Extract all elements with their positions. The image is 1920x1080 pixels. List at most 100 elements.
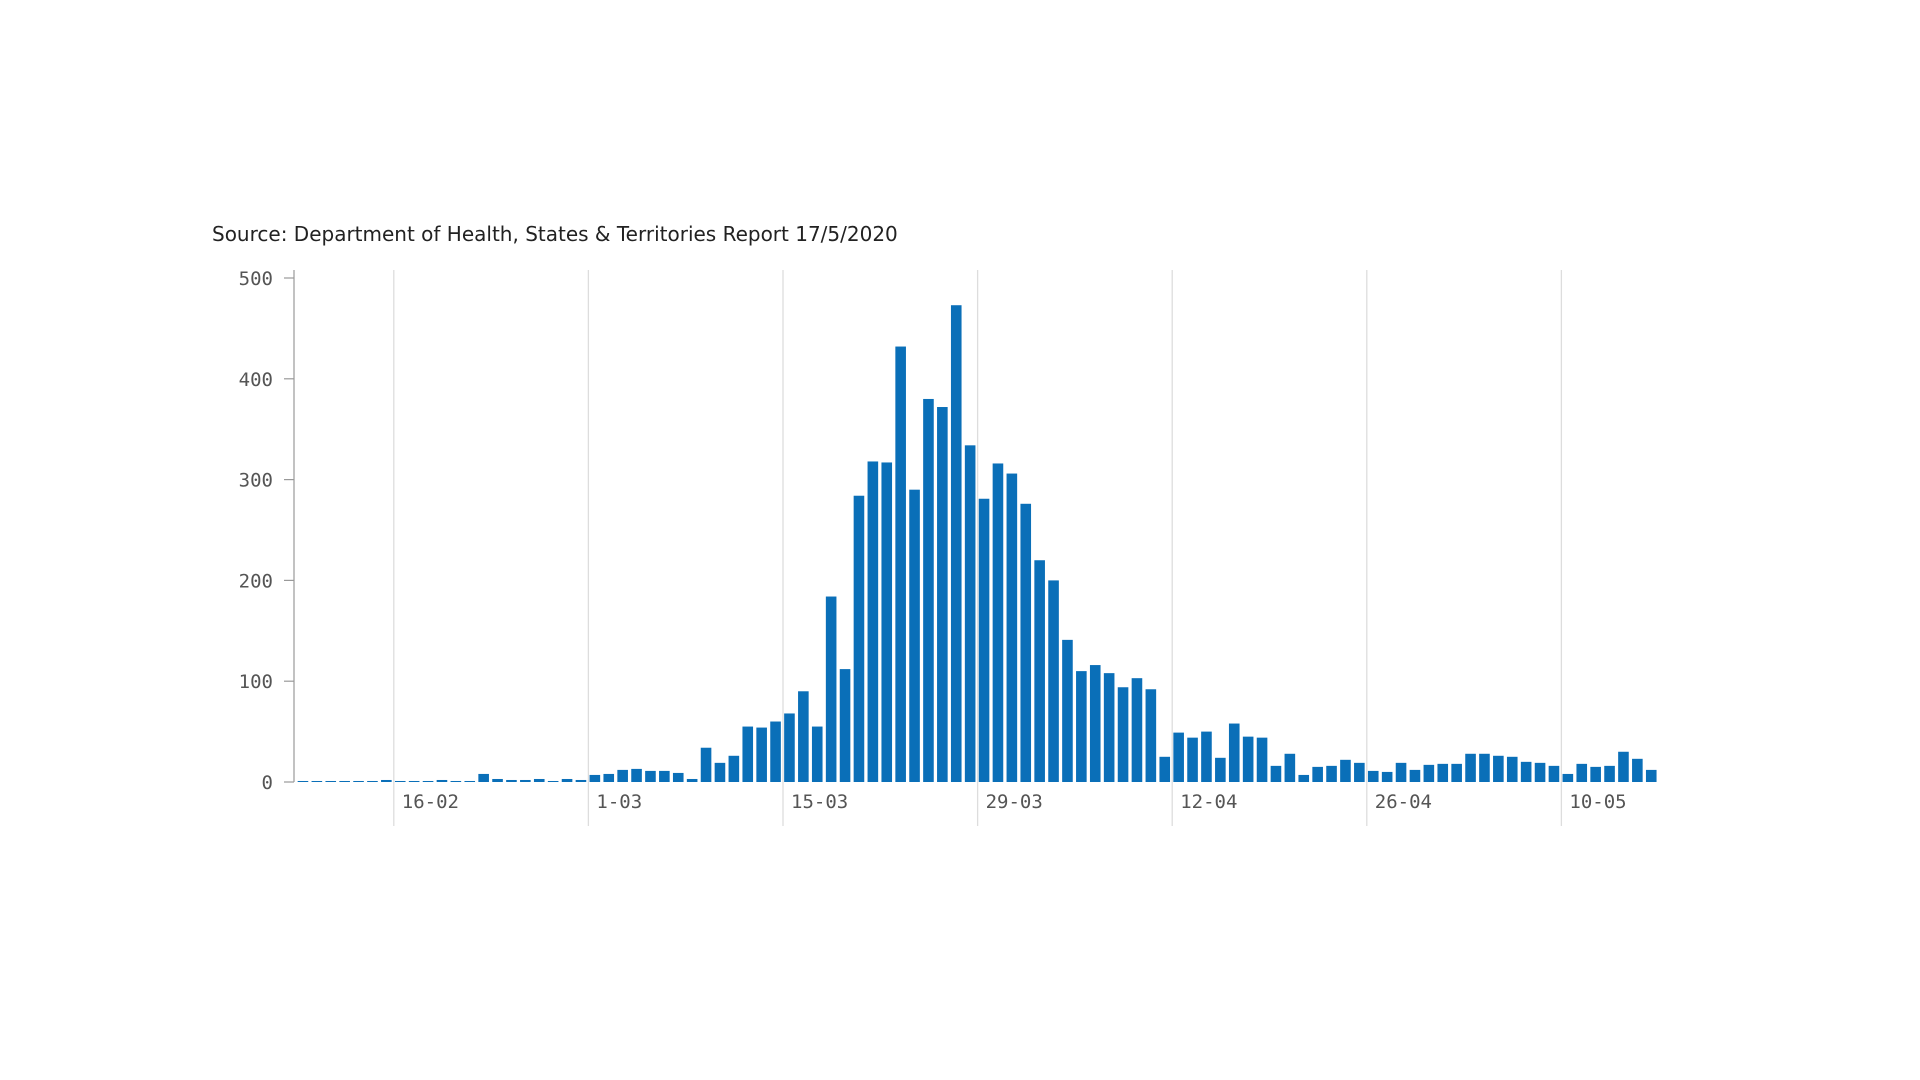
bar [297,780,309,782]
bar [1562,773,1574,782]
bar [520,779,531,782]
bar [1034,560,1045,782]
bar [381,779,392,782]
bar [923,398,934,782]
bar [1076,671,1087,782]
x-tick-label: 16-02 [402,791,459,813]
bar [881,462,893,782]
bar [1493,755,1504,782]
bar [1618,751,1629,782]
bar [1604,765,1615,782]
bar [1117,687,1129,782]
x-tick-label: 12-04 [1180,791,1237,813]
bar [1215,757,1226,782]
bar [770,721,781,782]
bar [1020,503,1032,782]
bar [339,780,350,782]
y-tick-label: 400 [239,369,273,391]
bar [728,755,740,782]
bar [575,779,587,782]
bar [964,445,976,782]
bar [909,489,920,782]
bar [645,770,656,782]
bar [533,778,545,782]
bar [1131,678,1143,782]
bar [1201,731,1212,782]
bar [853,495,865,782]
bar [1395,762,1407,782]
bar [1645,769,1657,782]
y-tick-label: 300 [239,470,273,492]
bar [1256,737,1268,782]
x-tick-label: 1-03 [596,791,642,813]
bar [1187,737,1198,782]
bar [353,780,364,782]
bar [1632,758,1643,782]
bar [798,691,809,782]
bar [547,780,559,782]
bar [659,770,670,782]
y-tick-label: 0 [262,772,273,794]
bar [464,780,476,782]
bar [1534,762,1546,782]
y-tick-label: 500 [239,268,273,290]
bar [992,463,1004,782]
bar [1590,766,1601,782]
bar [811,726,823,782]
x-tick-label: 29-03 [986,791,1043,813]
bar [436,779,448,782]
bars [297,305,1657,782]
bar [1409,769,1421,782]
x-axis-ticks: 16-02 1-03 15-03 29-03 12-04 26-04 10-05 [402,791,1627,813]
y-tick-label: 200 [239,570,273,592]
bar [825,596,837,782]
bar [756,727,767,782]
bar [603,773,615,782]
bar [937,407,948,782]
bar [1479,753,1490,782]
bar [714,762,726,782]
bar [492,778,503,782]
bar [1284,753,1296,782]
bar [1298,774,1310,782]
bar [1423,764,1435,782]
bar [561,778,573,782]
bar [1520,761,1532,782]
bar [325,780,337,782]
y-tick-label: 100 [239,671,273,693]
bar [1506,756,1518,782]
bar [1062,639,1073,782]
bar [589,774,601,782]
y-axis-ticks: 0 100 200 300 400 500 [239,268,294,794]
bar [506,779,517,782]
bar [950,305,962,782]
bar [1145,689,1157,782]
bar [1548,765,1560,782]
bar [784,713,795,782]
source-note: Source: Department of Health, States & T… [212,222,898,246]
bar [1465,753,1476,782]
bar [895,346,906,782]
bar [1340,759,1351,782]
bar [1228,723,1240,782]
bar [1242,736,1254,782]
bar [311,780,323,782]
bar [631,768,642,782]
bar [1576,763,1588,782]
x-tick-label: 15-03 [791,791,848,813]
bar [1354,762,1365,782]
bar [394,780,406,782]
bar [1159,756,1171,782]
bar [839,669,851,782]
x-tick-label: 10-05 [1569,791,1626,813]
bar [700,747,712,782]
bar [978,498,990,782]
bar [1048,580,1059,782]
bar [1367,770,1379,782]
bar [1451,763,1462,782]
bar [1089,665,1101,782]
bar [1173,732,1184,782]
bar [1381,771,1393,782]
